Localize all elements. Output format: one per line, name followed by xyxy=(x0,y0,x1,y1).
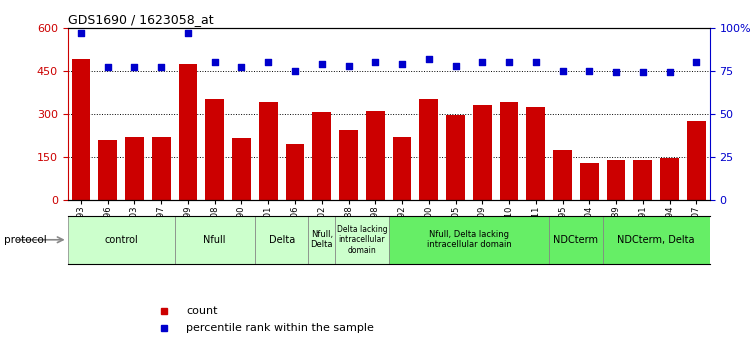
Bar xyxy=(71,59,90,200)
Text: Delta lacking
intracellular
domain: Delta lacking intracellular domain xyxy=(336,225,388,255)
Text: NDCterm: NDCterm xyxy=(553,235,599,245)
Bar xyxy=(179,63,198,200)
Bar xyxy=(205,99,224,200)
Bar xyxy=(339,130,358,200)
Bar xyxy=(312,112,331,200)
Bar xyxy=(687,121,706,200)
Text: Nfull,
Delta: Nfull, Delta xyxy=(310,230,333,249)
Bar xyxy=(389,216,549,264)
Point xyxy=(476,59,488,65)
Point xyxy=(396,61,408,67)
Point xyxy=(182,30,194,36)
Point xyxy=(315,61,327,67)
Point xyxy=(610,70,622,75)
Text: Nfull: Nfull xyxy=(204,235,226,245)
Bar xyxy=(419,99,438,200)
Point xyxy=(503,59,515,65)
Point xyxy=(664,70,676,75)
Bar xyxy=(549,216,602,264)
Text: control: control xyxy=(104,235,138,245)
Point xyxy=(236,65,248,70)
Point xyxy=(128,65,140,70)
Bar xyxy=(232,138,251,200)
Text: Delta: Delta xyxy=(269,235,294,245)
Bar xyxy=(580,163,599,200)
Point xyxy=(529,59,541,65)
Bar xyxy=(255,216,309,264)
Point xyxy=(75,30,87,36)
Text: Nfull, Delta lacking
intracellular domain: Nfull, Delta lacking intracellular domai… xyxy=(427,230,511,249)
Bar xyxy=(553,150,572,200)
Bar xyxy=(68,216,174,264)
Point xyxy=(155,65,167,70)
Bar xyxy=(309,216,335,264)
Bar xyxy=(259,102,278,200)
Bar xyxy=(152,137,170,200)
Point xyxy=(209,59,221,65)
Point xyxy=(450,63,462,68)
Bar xyxy=(607,160,626,200)
Point xyxy=(423,56,435,61)
Text: GDS1690 / 1623058_at: GDS1690 / 1623058_at xyxy=(68,13,213,27)
Text: protocol: protocol xyxy=(4,235,47,245)
Bar xyxy=(393,137,412,200)
Bar xyxy=(366,111,385,200)
Bar xyxy=(125,137,144,200)
Text: count: count xyxy=(186,306,218,315)
Point xyxy=(289,68,301,73)
Bar xyxy=(602,216,710,264)
Text: NDCterm, Delta: NDCterm, Delta xyxy=(617,235,695,245)
Point xyxy=(637,70,649,75)
Bar xyxy=(285,144,304,200)
Bar xyxy=(526,107,545,200)
Bar xyxy=(660,158,679,200)
Text: percentile rank within the sample: percentile rank within the sample xyxy=(186,323,374,333)
Point xyxy=(262,59,274,65)
Point xyxy=(556,68,569,73)
Point xyxy=(101,65,113,70)
Bar xyxy=(335,216,389,264)
Point xyxy=(690,59,702,65)
Bar xyxy=(633,160,652,200)
Point xyxy=(369,59,382,65)
Bar xyxy=(499,102,518,200)
Point xyxy=(584,68,596,73)
Bar xyxy=(473,105,492,200)
Bar xyxy=(446,115,465,200)
Point xyxy=(342,63,354,68)
Bar xyxy=(174,216,255,264)
Bar xyxy=(98,140,117,200)
